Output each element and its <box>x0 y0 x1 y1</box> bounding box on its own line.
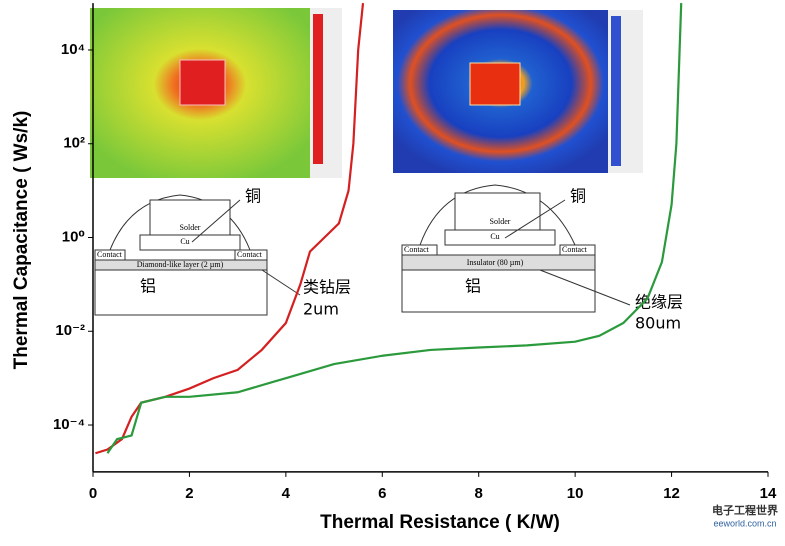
annotation: 80um <box>635 314 681 333</box>
annotation: Diamond-like layer (2 µm) <box>137 260 224 269</box>
x-tick-label: 0 <box>89 485 97 502</box>
x-tick-label: 6 <box>378 485 386 502</box>
logo-url: eeworld.com.cn <box>713 518 776 528</box>
annotation: Contact <box>562 245 588 254</box>
curve <box>95 2 365 455</box>
annotation: Cu <box>490 232 499 241</box>
annotation: 铝 <box>140 277 156 296</box>
y-tick-label: 10⁻² <box>55 322 85 339</box>
logo: 电子工程世界 <box>712 503 778 517</box>
annotation: 铝 <box>465 277 481 296</box>
annotation: Contact <box>404 245 430 254</box>
annotation: Cu <box>180 237 189 246</box>
annotation: Solder <box>180 223 201 232</box>
x-tick-label: 10 <box>567 485 584 502</box>
y-tick-label: 10⁴ <box>61 41 85 58</box>
inset-diagram-right <box>401 184 631 313</box>
annotation: 类钻层 <box>303 278 351 297</box>
annotation: Contact <box>237 250 263 259</box>
annotation: Insulator (80 µm) <box>467 258 524 267</box>
y-tick-label: 10⁰ <box>62 228 85 245</box>
x-tick-label: 14 <box>760 485 777 502</box>
x-tick-label: 2 <box>185 485 193 502</box>
annotation: Solder <box>490 217 511 226</box>
annotation: 2um <box>303 300 339 319</box>
x-axis-label: Thermal Resistance ( K/W) <box>320 512 560 533</box>
x-tick-label: 12 <box>663 485 680 502</box>
x-tick-label: 8 <box>475 485 483 502</box>
annotation: Contact <box>97 250 123 259</box>
y-axis-label: Thermal Capacitance ( Ws/k) <box>11 111 32 370</box>
annotation: 铜 <box>570 187 586 206</box>
y-tick-label: 10² <box>63 135 85 152</box>
annotation: 绝缘层 <box>635 293 683 312</box>
y-tick-label: 10⁻⁴ <box>53 416 85 433</box>
curve <box>106 3 683 454</box>
x-tick-label: 4 <box>282 485 291 502</box>
inset-thermal-right <box>393 10 643 173</box>
inset-diagram-left <box>94 194 301 316</box>
annotation: 铜 <box>245 187 261 206</box>
inset-thermal-left <box>90 8 342 178</box>
